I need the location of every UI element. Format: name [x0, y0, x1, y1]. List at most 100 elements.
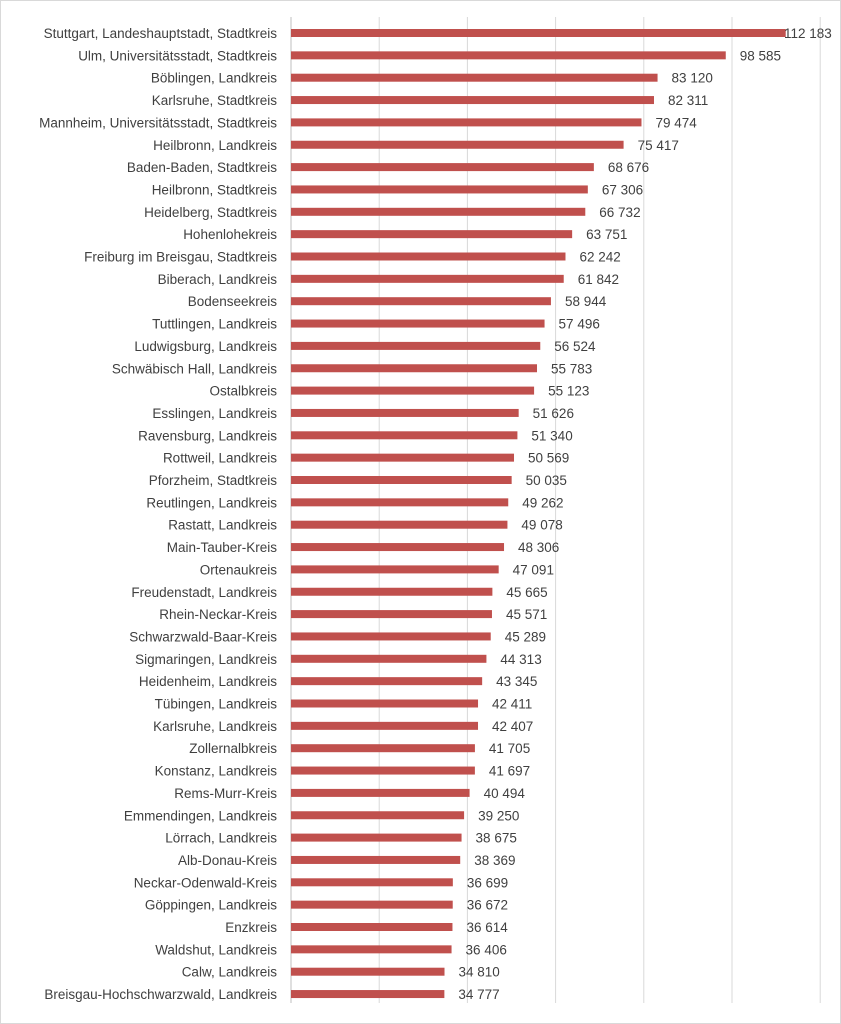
category-label: Ostalbkreis — [209, 384, 277, 399]
category-label: Biberach, Landkreis — [158, 272, 278, 287]
bar — [291, 207, 586, 216]
data-label: 36 699 — [467, 875, 508, 890]
data-label: 63 751 — [586, 227, 627, 242]
data-label: 112 183 — [784, 26, 832, 41]
bar — [291, 945, 452, 954]
data-label: 43 345 — [496, 674, 537, 689]
data-label: 41 697 — [489, 764, 530, 779]
category-label: Göppingen, Landkreis — [145, 898, 277, 913]
bar — [291, 297, 551, 306]
category-label: Hohenlohekreis — [183, 227, 277, 242]
bar — [291, 274, 564, 283]
bar — [291, 230, 573, 239]
bar — [291, 721, 479, 730]
data-label: 55 123 — [548, 384, 589, 399]
data-label: 36 406 — [466, 942, 507, 957]
category-label: Waldshut, Landkreis — [155, 942, 277, 957]
category-label: Enzkreis — [225, 920, 277, 935]
data-label: 83 120 — [672, 71, 713, 86]
data-label: 49 262 — [522, 495, 563, 510]
category-label: Ludwigsburg, Landkreis — [134, 339, 277, 354]
category-label: Schwäbisch Hall, Landkreis — [112, 361, 277, 376]
bar — [291, 408, 519, 417]
bar — [291, 766, 475, 775]
data-label: 82 311 — [668, 93, 708, 108]
category-label: Reutlingen, Landkreis — [146, 495, 277, 510]
data-label: 47 091 — [513, 562, 554, 577]
category-label: Heidelberg, Stadtkreis — [144, 205, 277, 220]
bar — [291, 364, 538, 373]
category-label: Stuttgart, Landeshauptstadt, Stadtkreis — [44, 26, 278, 41]
gridlines — [290, 17, 821, 1003]
category-label: Main-Tauber-Kreis — [167, 540, 278, 555]
bar — [291, 610, 492, 619]
category-label: Lörrach, Landkreis — [165, 831, 277, 846]
bar — [291, 431, 518, 440]
data-label: 45 571 — [506, 607, 547, 622]
category-label: Tübingen, Landkreis — [155, 697, 278, 712]
bar — [291, 855, 461, 864]
bar — [291, 29, 786, 37]
category-label: Karlsruhe, Landkreis — [153, 719, 277, 734]
bar — [291, 587, 493, 596]
data-label: 48 306 — [518, 540, 559, 555]
bar — [291, 118, 642, 127]
category-label: Heilbronn, Landkreis — [153, 138, 277, 153]
data-label: 62 242 — [579, 250, 620, 265]
bar — [291, 476, 512, 484]
data-label: 38 675 — [476, 831, 517, 846]
bar — [291, 744, 475, 753]
data-label: 51 340 — [531, 428, 572, 443]
bar — [291, 319, 545, 328]
category-label: Mannheim, Universitätsstadt, Stadtkreis — [39, 115, 277, 130]
bar — [291, 565, 499, 574]
category-label: Sigmaringen, Landkreis — [135, 652, 277, 667]
bar — [291, 140, 624, 149]
bar — [291, 520, 508, 529]
bar — [291, 96, 654, 105]
category-label: Freiburg im Breisgau, Stadtkreis — [84, 250, 277, 265]
bar — [291, 990, 445, 999]
category-label: Esslingen, Landkreis — [152, 406, 277, 421]
category-label: Schwarzwald-Baar-Kreis — [129, 629, 277, 644]
data-label: 67 306 — [602, 182, 643, 197]
category-label: Baden-Baden, Stadtkreis — [127, 160, 277, 175]
category-label: Breisgau-Hochschwarzwald, Landkreis — [44, 987, 277, 1002]
category-label: Karlsruhe, Stadtkreis — [152, 93, 278, 108]
data-label: 75 417 — [638, 138, 679, 153]
data-label: 51 626 — [533, 406, 574, 421]
category-label: Heilbronn, Stadtkreis — [152, 182, 278, 197]
bar — [291, 833, 462, 842]
category-label: Konstanz, Landkreis — [155, 764, 278, 779]
category-label: Rottweil, Landkreis — [163, 451, 277, 466]
bar — [291, 73, 658, 82]
category-label: Bodenseekreis — [188, 294, 278, 309]
category-label: Ulm, Universitätsstadt, Stadtkreis — [78, 48, 277, 63]
category-label: Ortenaukreis — [200, 562, 278, 577]
bar — [291, 51, 726, 60]
bar — [291, 878, 453, 887]
category-label: Emmendingen, Landkreis — [124, 808, 277, 823]
data-label: 57 496 — [559, 317, 600, 332]
data-label: 45 665 — [506, 585, 547, 600]
bar — [291, 788, 470, 797]
category-label: Freudenstadt, Landkreis — [131, 585, 277, 600]
category-labels: Stuttgart, Landeshauptstadt, Stadtkreis U… — [39, 26, 277, 1002]
data-label: 50 569 — [528, 451, 569, 466]
bar — [291, 453, 515, 462]
bars — [291, 29, 786, 999]
category-label: Rastatt, Landkreis — [168, 518, 277, 533]
bar — [291, 185, 588, 194]
data-label: 45 289 — [505, 629, 546, 644]
bar — [291, 677, 483, 686]
data-label: 49 078 — [521, 518, 562, 533]
data-label: 39 250 — [478, 808, 519, 823]
category-label: Rems-Murr-Kreis — [174, 786, 277, 801]
category-label: Pforzheim, Stadtkreis — [149, 473, 278, 488]
bar — [291, 967, 445, 976]
data-label: 42 407 — [492, 719, 533, 734]
data-label: 66 732 — [599, 205, 640, 220]
category-label: Neckar-Odenwald-Kreis — [134, 875, 278, 890]
